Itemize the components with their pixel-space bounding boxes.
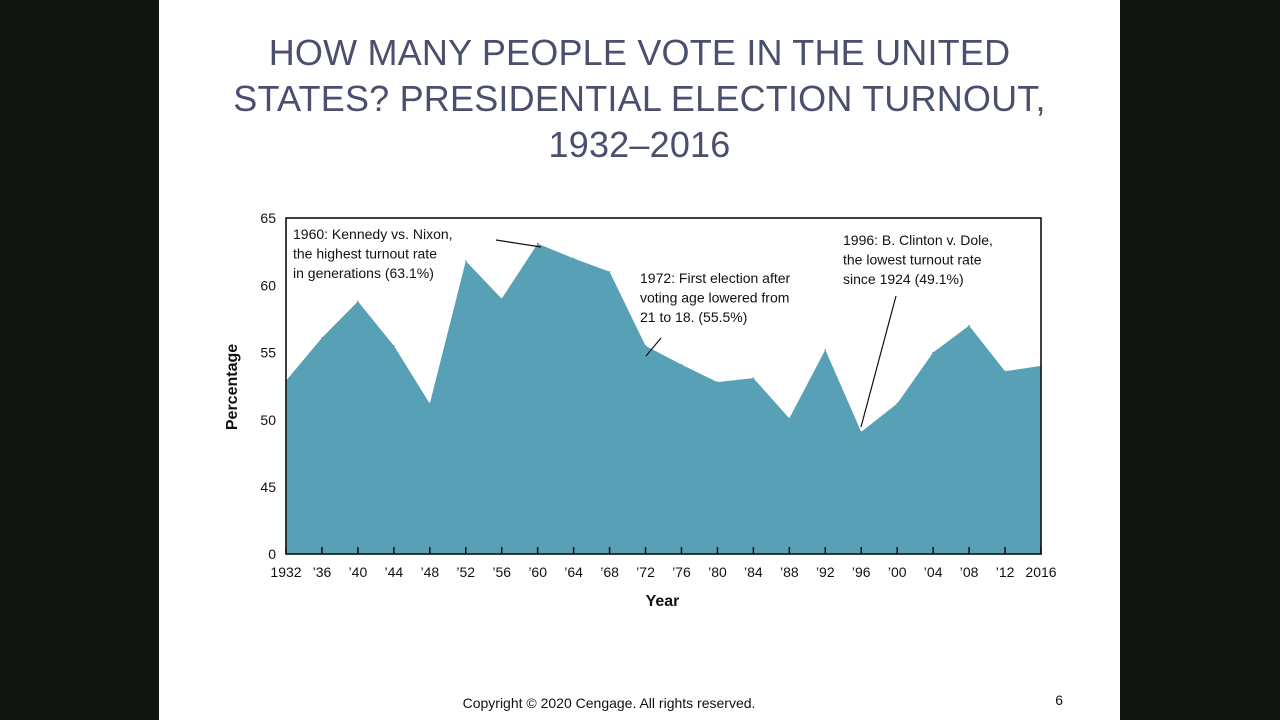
data-point-1956	[500, 297, 503, 300]
annotation-text: in generations (63.1%)	[293, 265, 434, 281]
x-tick-label: ’88	[780, 564, 799, 580]
slide: HOW MANY PEOPLE VOTE IN THE UNITED STATE…	[159, 0, 1120, 720]
y-axis-label: Percentage	[224, 344, 241, 430]
x-tick-label: ’68	[600, 564, 619, 580]
annotation-text: since 1924 (49.1%)	[843, 271, 964, 287]
x-tick-label: ’72	[636, 564, 655, 580]
data-point-1980	[716, 381, 719, 383]
page-number: 6	[1055, 692, 1063, 708]
x-tick-label: ’48	[420, 564, 439, 580]
x-tick-label: ’92	[816, 564, 835, 580]
data-point-2004	[932, 351, 934, 354]
y-tick-label: 60	[260, 277, 276, 293]
x-tick-label: ’36	[313, 564, 332, 580]
x-tick-label: ’60	[528, 564, 547, 580]
data-point-1948	[429, 402, 431, 405]
x-tick-label: ’04	[924, 564, 943, 580]
data-point-1972	[644, 345, 647, 347]
x-tick-label: ’76	[672, 564, 691, 580]
data-point-1964	[572, 257, 575, 260]
x-tick-label: ’40	[349, 564, 368, 580]
x-tick-label: ’56	[492, 564, 511, 580]
copyright-notice: Copyright © 2020 Cengage. All rights res…	[462, 695, 756, 711]
y-tick-label: 55	[260, 345, 276, 361]
data-point-2000	[896, 402, 898, 405]
x-tick-label: ’80	[708, 564, 727, 580]
data-point-1996	[860, 431, 862, 433]
x-tick-label: ’00	[888, 564, 907, 580]
annotation-leader-line	[495, 239, 542, 248]
data-point-1940	[357, 300, 359, 303]
turnout-area	[286, 243, 1041, 554]
plot-frame	[285, 217, 1042, 555]
y-tick-label: 65	[260, 210, 276, 226]
slide-title-line: HOW MANY PEOPLE VOTE IN THE UNITED	[268, 32, 1011, 73]
x-tick-label: 2016	[1025, 564, 1056, 580]
turnout-area-chart: 0 45 50 55 60 65 1932 ’36 ’40 ’44 ’48 ’52 ’56 ’60 ’64 ’…	[224, 210, 1057, 610]
x-tick-label: ’96	[852, 564, 871, 580]
y-tick-label: 50	[260, 412, 276, 428]
slide-title-line: STATES? PRESIDENTIAL ELECTION TURNOUT,	[233, 78, 1046, 119]
annotation-text: 1972: First election after	[640, 270, 791, 286]
data-point-1960	[536, 242, 539, 245]
slide-title-line: 1932–2016	[548, 124, 731, 165]
data-point-1988	[788, 417, 791, 420]
x-tick-label: 1932	[270, 564, 301, 580]
y-tick-label: 0	[268, 546, 276, 562]
annotation-text: 1996: B. Clinton v. Dole,	[843, 232, 993, 248]
data-point-1992	[824, 349, 827, 351]
data-point-1936	[321, 336, 323, 339]
data-point-1952	[465, 260, 467, 262]
x-tick-label: ’08	[960, 564, 979, 580]
x-tick-label: ’12	[996, 564, 1015, 580]
data-point-1944	[393, 345, 395, 347]
annotation-leader-line	[860, 295, 897, 428]
annotation-text: 1960: Kennedy vs. Nixon,	[293, 226, 453, 242]
slide-title: HOW MANY PEOPLE VOTE IN THE UNITED STATE…	[189, 30, 1090, 168]
x-tick-label: ’84	[744, 564, 763, 580]
annotation-leader-line	[645, 337, 662, 357]
data-point-2008	[968, 324, 970, 327]
data-point-1984	[752, 377, 755, 379]
data-point-2012	[1004, 370, 1006, 373]
data-point-1968	[608, 271, 611, 273]
x-tick-label: ’64	[564, 564, 583, 580]
x-axis-label: Year	[646, 593, 680, 610]
annotation-text: voting age lowered from	[640, 290, 789, 306]
annotation-text: the lowest turnout rate	[843, 252, 982, 268]
x-tick-label: ’52	[456, 564, 475, 580]
y-tick-label: 45	[260, 479, 276, 495]
x-tick-label: ’44	[385, 564, 404, 580]
data-point-1976	[680, 363, 683, 366]
annotation-text: the highest turnout rate	[293, 246, 437, 262]
annotation-text: 21 to 18. (55.5%)	[640, 309, 747, 325]
